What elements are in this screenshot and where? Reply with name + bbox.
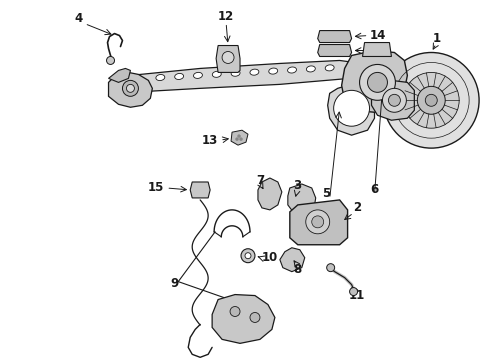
Circle shape xyxy=(106,57,115,64)
Text: 10: 10 xyxy=(262,251,278,264)
Text: 12: 12 xyxy=(218,10,234,23)
Ellipse shape xyxy=(288,67,296,73)
Circle shape xyxy=(230,306,240,316)
Circle shape xyxy=(122,80,138,96)
Text: 2: 2 xyxy=(353,201,362,215)
Ellipse shape xyxy=(212,71,221,77)
Text: 15: 15 xyxy=(148,181,164,194)
Text: 13: 13 xyxy=(369,44,386,57)
Text: 6: 6 xyxy=(370,184,379,197)
Polygon shape xyxy=(288,184,316,216)
Ellipse shape xyxy=(269,68,278,74)
Circle shape xyxy=(240,138,243,141)
Text: 5: 5 xyxy=(321,188,330,201)
Circle shape xyxy=(306,210,330,234)
Circle shape xyxy=(312,216,324,228)
Ellipse shape xyxy=(250,69,259,75)
Text: 3: 3 xyxy=(293,180,301,193)
Circle shape xyxy=(403,72,459,128)
Circle shape xyxy=(417,86,445,114)
Polygon shape xyxy=(231,130,248,145)
Polygon shape xyxy=(108,60,358,98)
Circle shape xyxy=(126,84,134,92)
Text: 13: 13 xyxy=(202,134,218,147)
Circle shape xyxy=(349,288,358,296)
Circle shape xyxy=(368,72,388,92)
Circle shape xyxy=(238,135,241,138)
Ellipse shape xyxy=(306,66,315,72)
Polygon shape xyxy=(108,68,130,82)
Ellipse shape xyxy=(231,70,240,76)
Text: 8: 8 xyxy=(294,263,302,276)
Circle shape xyxy=(222,51,234,63)
Text: 14: 14 xyxy=(369,29,386,42)
Polygon shape xyxy=(258,178,282,210)
Polygon shape xyxy=(342,50,407,112)
Circle shape xyxy=(245,253,251,259)
Polygon shape xyxy=(108,72,152,107)
Ellipse shape xyxy=(325,65,334,71)
Circle shape xyxy=(327,264,335,272)
Polygon shape xyxy=(216,45,240,72)
Polygon shape xyxy=(328,82,374,135)
Polygon shape xyxy=(190,182,210,198)
Circle shape xyxy=(360,64,395,100)
Text: 9: 9 xyxy=(170,277,178,290)
Circle shape xyxy=(425,94,437,106)
Polygon shape xyxy=(363,42,392,57)
Text: 1: 1 xyxy=(432,32,441,45)
Ellipse shape xyxy=(194,72,202,78)
Ellipse shape xyxy=(175,73,184,80)
Text: 11: 11 xyxy=(348,289,365,302)
Text: 4: 4 xyxy=(74,12,83,25)
Ellipse shape xyxy=(156,75,165,81)
Circle shape xyxy=(389,94,400,106)
Circle shape xyxy=(384,53,479,148)
Circle shape xyxy=(334,90,369,126)
Circle shape xyxy=(383,88,406,112)
Polygon shape xyxy=(212,294,275,343)
Polygon shape xyxy=(371,80,415,120)
Circle shape xyxy=(241,249,255,263)
Polygon shape xyxy=(318,45,352,57)
Polygon shape xyxy=(280,248,305,272)
Polygon shape xyxy=(318,31,352,42)
Text: 7: 7 xyxy=(256,174,264,186)
Circle shape xyxy=(250,312,260,323)
Circle shape xyxy=(236,138,239,141)
Polygon shape xyxy=(290,200,347,245)
